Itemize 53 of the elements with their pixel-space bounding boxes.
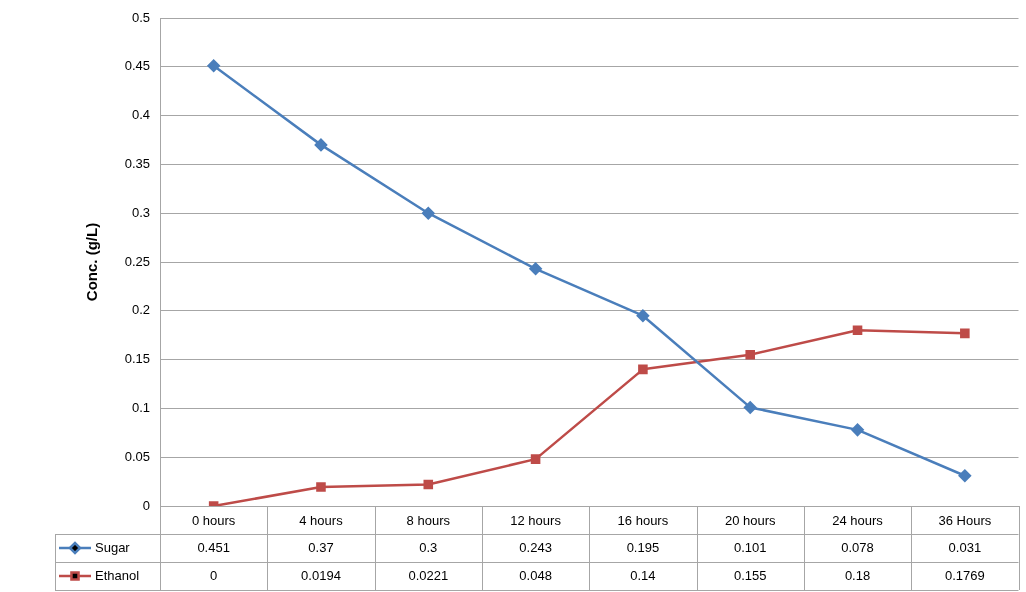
point — [423, 479, 434, 490]
data-label: 0.243 — [519, 539, 552, 555]
x-tick-label: 4 hours — [299, 513, 344, 529]
y-tick-label: 0.05 — [124, 448, 150, 464]
data-label: 0.18 — [844, 567, 871, 583]
x-tick-label: 16 hours — [617, 513, 669, 529]
y-tick-label: 0 — [142, 497, 150, 513]
y-tick-label: 0.3 — [131, 204, 150, 220]
legend-label: Sugar — [95, 539, 131, 555]
point — [743, 401, 757, 414]
data-label: 0.37 — [308, 539, 334, 555]
data-label: 0.0194 — [301, 567, 341, 583]
y-tick-label: 0.5 — [131, 9, 150, 25]
y-tick-label: 0.45 — [124, 58, 150, 74]
point — [530, 454, 541, 464]
data-label: 0.155 — [733, 567, 767, 583]
data-label: 0.1769 — [944, 567, 985, 583]
x-tick-label: 36 Hours — [938, 513, 992, 529]
y-tick-label: 0.4 — [131, 107, 150, 123]
data-label: 0 — [210, 567, 218, 583]
data-label: 0.078 — [841, 539, 874, 555]
x-tick-label: 8 hours — [406, 513, 451, 529]
legend-label: Ethanol — [95, 567, 140, 583]
data-label: 0.0221 — [408, 567, 449, 583]
y-tick-label: 0.15 — [124, 351, 150, 367]
data-label: 0.3 — [419, 539, 438, 555]
point — [638, 364, 648, 375]
point — [422, 206, 435, 220]
data-label: 0.101 — [733, 539, 767, 555]
point — [958, 469, 972, 482]
x-tick-label: 12 hours — [510, 513, 562, 529]
point — [745, 349, 755, 360]
point — [852, 325, 863, 336]
y-tick-label: 0.2 — [131, 302, 150, 318]
y-tick-label: 0.1 — [131, 399, 150, 415]
x-tick-label: 24 hours — [832, 513, 884, 529]
data-label: 0.195 — [626, 539, 660, 555]
point — [316, 482, 326, 492]
point — [636, 309, 650, 322]
y-tick-label: 0.25 — [124, 253, 150, 269]
x-tick-label: 20 hours — [724, 513, 777, 529]
y-axis-title: Conc. (g/L) — [83, 222, 101, 302]
point — [314, 138, 328, 152]
point — [207, 59, 220, 73]
data-label: 0.14 — [630, 567, 656, 583]
x-tick-label: 0 hours — [191, 513, 236, 529]
data-label: 0.451 — [197, 539, 230, 555]
point — [851, 423, 864, 437]
data-label: 0.031 — [948, 539, 982, 555]
data-label: 0.048 — [519, 567, 552, 583]
point — [529, 262, 542, 276]
y-tick-label: 0.35 — [124, 155, 150, 171]
point — [960, 328, 970, 339]
